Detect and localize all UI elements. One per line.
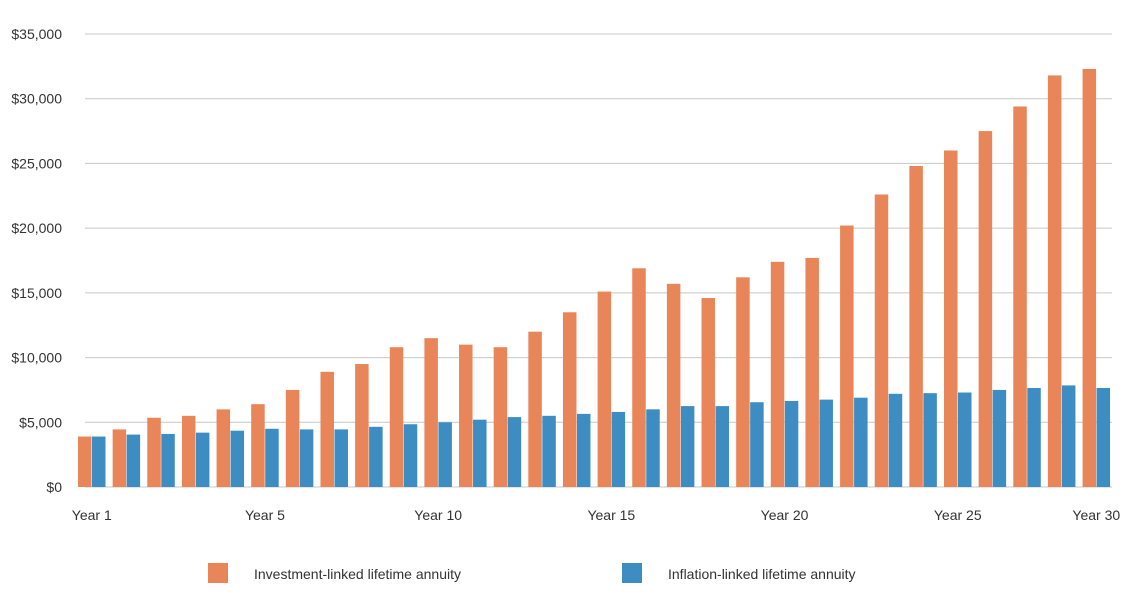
- x-tick-label: Year 1: [72, 507, 112, 523]
- investment-bar: Year 5: 6000: [216, 409, 231, 487]
- bars: Year 1: 3900Year 1: 3900Year 2: 4450Year…: [78, 68, 1111, 488]
- investment-bar: Year 28: 29400: [1013, 106, 1027, 487]
- x-tick-label: Year 20: [761, 507, 809, 523]
- legend-swatch-investment: [208, 563, 228, 583]
- inflation-bar: Year 26: 7300: [958, 392, 972, 487]
- y-axis-tick-labels: $0 $5,000 $10,000 $15,000 $20,000 $25,000 $30,…: [11, 26, 62, 495]
- y-tick-label: $0: [46, 479, 62, 495]
- y-tick-label: $10,000: [11, 350, 62, 366]
- investment-bar: Year 13: 10800: [493, 347, 508, 487]
- y-tick-label: $35,000: [11, 26, 62, 42]
- legend: Investment-linked lifetime annuity Inflat…: [208, 563, 856, 583]
- inflation-bar: Year 10: 4850: [403, 424, 418, 487]
- inflation-bar: Year 25: 7250: [923, 393, 937, 487]
- inflation-bar: Year 17: 6000: [646, 409, 660, 487]
- investment-bar: Year 14: 12000: [528, 331, 542, 487]
- x-axis-tick-labels: Year 1 Year 5 Year 10 Year 15 Year 20 Year 25…: [72, 507, 1121, 523]
- inflation-bar: Year 5: 4350: [230, 430, 245, 487]
- inflation-bar: Year 27: 7500: [992, 389, 1007, 487]
- investment-bar: Year 18: 15700: [666, 283, 681, 487]
- investment-bar: Year 23: 20200: [840, 225, 854, 487]
- inflation-bar: Year 11: 5000: [438, 422, 452, 487]
- investment-bar: Year 1: 3900: [78, 436, 92, 487]
- investment-bar: Year 29: 31800: [1047, 75, 1062, 487]
- inflation-bar: Year 2: 4050: [126, 434, 141, 487]
- investment-bar: Year 6: 6400: [251, 404, 265, 487]
- inflation-bar: Year 22: 6750: [819, 399, 833, 487]
- investment-bar: Year 27: 27500: [978, 131, 993, 488]
- inflation-bar: Year 28: 7650: [1027, 387, 1041, 487]
- investment-bar: Year 16: 15100: [597, 291, 612, 487]
- investment-bar: Year 8: 8900: [320, 371, 334, 487]
- y-tick-label: $5,000: [19, 414, 62, 430]
- inflation-bar: Year 16: 5800: [611, 411, 626, 487]
- investment-bar: Year 22: 17700: [805, 257, 819, 487]
- x-tick-label: Year 10: [414, 507, 462, 523]
- inflation-bar: Year 4: 4200: [195, 432, 210, 487]
- investment-bar: Year 10: 10800: [389, 347, 404, 487]
- y-tick-label: $20,000: [11, 220, 62, 236]
- investment-bar: Year 17: 16900: [632, 268, 646, 487]
- x-tick-label: Year 30: [1072, 507, 1120, 523]
- inflation-bar: Year 7: 4450: [299, 429, 314, 487]
- investment-bar: Year 24: 22600: [874, 194, 889, 487]
- y-tick-label: $15,000: [11, 285, 62, 301]
- investment-bar: Year 3: 5350: [147, 417, 161, 487]
- legend-label: Investment-linked lifetime annuity: [254, 566, 461, 582]
- investment-bar: Year 30: 32300: [1082, 68, 1097, 488]
- inflation-bar: Year 6: 4500: [265, 428, 279, 487]
- investment-bar: Year 20: 16200: [736, 277, 750, 487]
- inflation-bar: Year 9: 4650: [369, 426, 383, 487]
- investment-bar: Year 25: 24800: [909, 166, 923, 487]
- inflation-bar: Year 20: 6550: [750, 402, 764, 487]
- investment-bar: Year 12: 11000: [459, 344, 473, 487]
- inflation-bar: Year 13: 5400: [507, 417, 522, 487]
- y-tick-label: $25,000: [11, 155, 62, 171]
- investment-bar: Year 11: 11500: [424, 338, 438, 487]
- x-tick-label: Year 15: [587, 507, 635, 523]
- y-tick-label: $30,000: [11, 91, 62, 107]
- inflation-bar: Year 8: 4450: [334, 429, 348, 487]
- inflation-bar: Year 12: 5200: [473, 419, 487, 487]
- x-tick-label: Year 5: [245, 507, 285, 523]
- investment-bar: Year 2: 4450: [112, 429, 127, 487]
- legend-swatch-inflation: [622, 563, 642, 583]
- investment-bar: Year 7: 7500: [285, 389, 300, 487]
- investment-bar: Year 9: 9500: [355, 364, 369, 487]
- investment-bar: Year 21: 17400: [770, 261, 785, 487]
- inflation-bar: Year 24: 7200: [888, 393, 903, 487]
- inflation-bar: Year 15: 5650: [576, 413, 591, 487]
- inflation-bar: Year 1: 3900: [92, 436, 106, 487]
- investment-bar: Year 15: 13500: [562, 312, 577, 487]
- inflation-bar: Year 19: 6250: [715, 406, 730, 487]
- inflation-bar: Year 30: 7650: [1096, 387, 1111, 487]
- inflation-bar: Year 14: 5500: [542, 415, 556, 487]
- inflation-bar: Year 23: 6900: [854, 397, 868, 487]
- investment-bar: Year 4: 5500: [181, 415, 196, 487]
- inflation-bar: Year 18: 6250: [680, 406, 695, 487]
- x-tick-label: Year 25: [934, 507, 982, 523]
- inflation-bar: Year 21: 6650: [784, 400, 799, 487]
- investment-bar: Year 19: 14600: [701, 298, 716, 487]
- investment-bar: Year 26: 26000: [944, 150, 958, 487]
- inflation-bar: Year 3: 4100: [161, 433, 175, 487]
- legend-label: Inflation-linked lifetime annuity: [668, 566, 856, 582]
- inflation-bar: Year 29: 7850: [1061, 385, 1076, 487]
